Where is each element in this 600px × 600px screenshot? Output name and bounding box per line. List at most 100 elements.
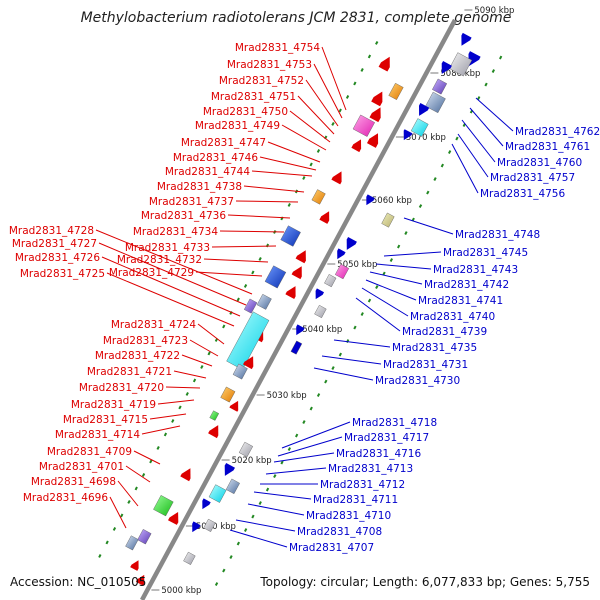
track-tick <box>251 514 255 519</box>
gene-label-mrad2831_4724: Mrad2831_4724 <box>111 319 196 331</box>
track-tick <box>309 162 313 167</box>
right-label-connector <box>375 263 432 270</box>
track-tick <box>360 68 364 72</box>
gene-block <box>324 274 337 288</box>
gene-block <box>208 484 227 503</box>
topology-summary: Topology: circular; Length: 6,077,833 bp… <box>259 575 590 589</box>
left-label-connector <box>195 271 263 277</box>
track-tick <box>331 366 335 370</box>
gene-label-mrad2831_4747: Mrad2831_4747 <box>181 137 266 149</box>
gene-block <box>220 386 236 403</box>
gene-label-mrad2831_4761: Mrad2831_4761 <box>505 141 590 153</box>
gene-arrow <box>168 512 179 525</box>
left-label-connector <box>281 124 327 151</box>
right-strand-labels: Mrad2831_4762 Mrad2831_4761 Mrad2831_4760 M… <box>289 126 600 554</box>
track-tick <box>229 555 233 559</box>
gene-label-mrad2831_4746: Mrad2831_4746 <box>173 152 258 164</box>
gene-arrow <box>441 61 452 74</box>
genome-backbone <box>140 18 457 600</box>
gene-label-mrad2831_4713: Mrad2831_4713 <box>328 463 413 475</box>
left-label-connector <box>297 95 335 135</box>
gene-block <box>243 298 258 314</box>
track-tick <box>375 41 379 45</box>
gene-arrow <box>229 400 239 412</box>
right-label-connector <box>277 436 343 457</box>
track-tick <box>287 447 291 451</box>
right-label-connector <box>475 97 514 132</box>
right-label-connector <box>321 355 382 365</box>
gene-label-mrad2831_4716: Mrad2831_4716 <box>336 448 421 460</box>
gene-block <box>225 478 240 495</box>
gene-label-mrad2831_4735: Mrad2831_4735 <box>392 342 477 354</box>
left-label-connector <box>125 465 151 483</box>
track-tick <box>302 176 306 180</box>
track-tick <box>185 392 189 396</box>
gene-label-mrad2831_4719: Mrad2831_4719 <box>71 399 156 411</box>
gene-label-mrad2831_4732: Mrad2831_4732 <box>117 254 202 266</box>
gene-arrow <box>468 51 481 67</box>
gene-block <box>425 91 446 114</box>
left-label-connectors <box>95 46 347 529</box>
kbp-marker-label: 5010 kbp <box>196 522 236 532</box>
track-tick <box>440 163 444 168</box>
track-tick <box>316 393 321 397</box>
gene-label-mrad2831_4709: Mrad2831_4709 <box>47 446 132 458</box>
track-tick <box>171 419 175 423</box>
right-label-connector <box>235 519 296 532</box>
track-tick <box>360 312 364 316</box>
right-label-connectors <box>229 97 514 548</box>
gene-label-mrad2831_4757: Mrad2831_4757 <box>490 172 575 184</box>
gene-arrow <box>369 107 381 123</box>
gene-label-mrad2831_4745: Mrad2831_4745 <box>443 247 528 259</box>
right-label-connector <box>365 279 417 301</box>
left-label-connector <box>203 258 269 263</box>
gene-label-mrad2831_4749: Mrad2831_4749 <box>195 120 280 132</box>
kbp-marker-label: 5050 kbp <box>337 260 377 270</box>
track-tick <box>345 95 350 99</box>
right-label-connector <box>273 452 335 463</box>
track-tick <box>426 190 430 195</box>
track-tick <box>134 486 138 491</box>
gene-label-mrad2831_4752: Mrad2831_4752 <box>219 75 304 87</box>
gene-block <box>290 340 303 355</box>
track-tick <box>491 69 495 73</box>
track-tick <box>265 487 270 492</box>
kbp-marker-label: 5000 kbp <box>161 586 201 596</box>
track-tick <box>273 474 277 478</box>
gene-block <box>314 304 327 319</box>
gene-label-mrad2831_4727: Mrad2831_4727 <box>12 238 97 250</box>
track-tick <box>353 325 357 330</box>
track-tick <box>156 446 160 450</box>
gene-label-mrad2831_4756: Mrad2831_4756 <box>480 188 565 200</box>
right-label-connector <box>457 133 489 178</box>
gene-arrow <box>319 211 330 224</box>
track-tick <box>258 257 262 261</box>
left-label-connector <box>211 245 277 248</box>
gene-label-mrad2831_4721: Mrad2831_4721 <box>87 366 172 378</box>
left-label-connector <box>197 323 225 345</box>
track-tick <box>120 513 124 518</box>
kbp-marker-label: 5040 kbp <box>302 325 342 335</box>
left-label-connector <box>235 200 299 203</box>
left-label-connector <box>95 229 253 295</box>
gene-block <box>311 189 326 205</box>
track-tick <box>309 406 313 411</box>
gene-label-mrad2831_4718: Mrad2831_4718 <box>352 417 437 429</box>
track-tick <box>222 324 226 329</box>
gene-label-mrad2831_4743: Mrad2831_4743 <box>433 264 518 276</box>
gene-arrow <box>135 574 145 586</box>
gene-label-mrad2831_4698: Mrad2831_4698 <box>31 476 116 488</box>
track-tick <box>404 231 408 235</box>
gene-label-mrad2831_4729: Mrad2831_4729 <box>109 267 194 279</box>
right-label-connector <box>253 491 312 500</box>
track-tick <box>163 432 168 437</box>
left-label-connector <box>227 214 291 219</box>
gene-block <box>256 293 272 310</box>
gene-block <box>352 114 375 137</box>
track-tick <box>192 378 197 383</box>
gene-label-mrad2831_4750: Mrad2831_4750 <box>203 106 288 118</box>
gene-label-mrad2831_4712: Mrad2831_4712 <box>320 479 405 491</box>
track-tick <box>367 298 372 303</box>
right-label-connector <box>469 107 504 147</box>
